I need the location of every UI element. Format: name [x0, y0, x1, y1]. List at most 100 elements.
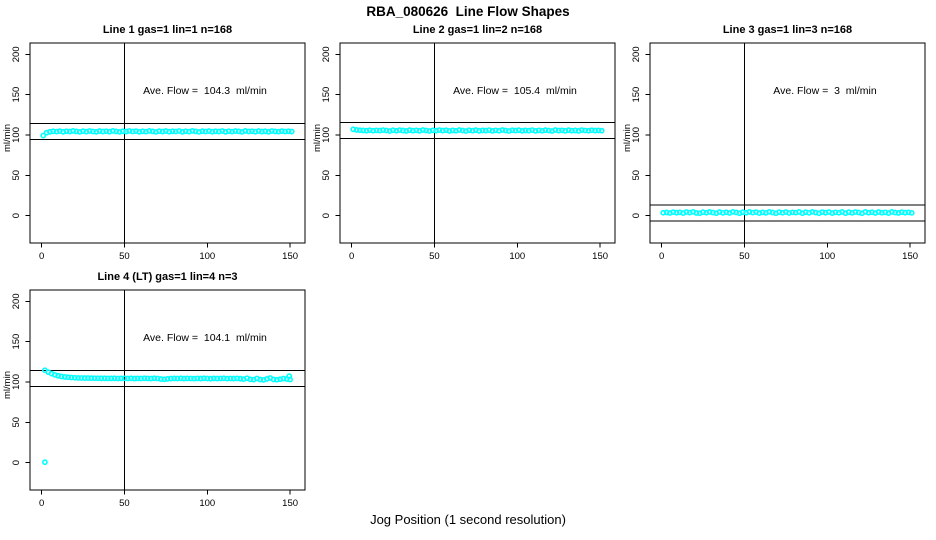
y-tick-label: 150 — [321, 87, 332, 103]
data-point — [396, 127, 403, 133]
data-point — [502, 127, 509, 134]
data-point — [217, 375, 224, 382]
data-point — [172, 128, 179, 135]
data-point — [121, 375, 128, 382]
data-point — [459, 127, 466, 134]
data-point — [278, 128, 285, 135]
data-point — [40, 132, 47, 139]
x-tick-label: 150 — [282, 251, 298, 262]
data-point — [151, 375, 158, 382]
data-point — [700, 209, 706, 216]
y-tick-label: 150 — [631, 87, 642, 103]
data-point — [376, 127, 383, 134]
data-point — [61, 374, 68, 380]
data-point — [210, 375, 217, 382]
data-point — [149, 128, 156, 135]
data-point — [595, 127, 602, 134]
data-point — [103, 128, 110, 135]
data-point — [492, 127, 499, 134]
data-point — [522, 127, 529, 134]
data-point — [383, 127, 390, 134]
data-point — [194, 375, 201, 382]
data-point — [512, 127, 519, 134]
data-point — [230, 375, 237, 382]
data-point — [58, 373, 65, 380]
data-point — [148, 375, 154, 382]
data-point — [42, 459, 48, 466]
data-point — [532, 128, 539, 134]
data-point — [272, 128, 279, 135]
data-point — [214, 375, 221, 382]
data-point — [479, 127, 486, 134]
data-point — [164, 375, 171, 382]
data-point — [569, 127, 575, 134]
data-point — [207, 375, 214, 382]
y-tick-label: 200 — [631, 46, 642, 62]
data-point — [128, 375, 134, 382]
data-point — [68, 374, 75, 381]
data-point — [146, 128, 153, 134]
data-point — [50, 128, 57, 135]
y-tick-label: 0 — [11, 460, 22, 465]
data-point — [201, 375, 207, 382]
data-point — [174, 375, 181, 382]
data-point — [182, 128, 189, 135]
data-point — [70, 128, 76, 134]
data-point — [406, 127, 413, 134]
data-point — [134, 375, 141, 382]
data-point — [215, 128, 222, 135]
data-point — [832, 209, 839, 216]
x-tick-label: 0 — [39, 251, 44, 262]
data-point — [222, 128, 229, 135]
data-point — [373, 127, 380, 134]
data-point — [98, 375, 105, 382]
data-point — [199, 128, 206, 135]
data-point — [489, 128, 496, 134]
data-point — [95, 375, 101, 382]
y-tick-label: 150 — [11, 87, 22, 103]
subplot-1-y-axis-label: ml/min — [2, 124, 13, 152]
data-point — [111, 375, 118, 382]
data-point — [245, 128, 252, 135]
data-point — [85, 375, 91, 381]
subplot-3-ave-flow-annotation: Ave. Flow = 3 ml/min — [773, 85, 877, 97]
data-point — [572, 127, 579, 134]
data-point — [282, 128, 289, 135]
data-point — [255, 128, 262, 134]
data-point — [419, 127, 426, 133]
data-point — [141, 375, 148, 382]
data-point — [171, 375, 178, 382]
x-tick-label: 50 — [739, 251, 750, 262]
data-point — [204, 375, 211, 382]
data-point — [288, 128, 295, 135]
data-point — [90, 128, 96, 135]
data-point — [156, 128, 163, 135]
data-point — [482, 127, 489, 134]
data-point — [588, 127, 595, 134]
subplot-1: 0 50 100 150 0 50 100 150 200 — [11, 42, 306, 262]
data-point — [157, 376, 164, 382]
data-point — [275, 128, 282, 135]
data-point — [439, 127, 446, 134]
y-tick-label: 200 — [11, 46, 22, 62]
data-point — [519, 127, 526, 134]
subplot-2: 0 50 100 150 0 50 100 150 200 — [321, 42, 616, 262]
data-point — [101, 375, 108, 382]
data-point — [268, 128, 275, 134]
data-point — [285, 128, 292, 135]
subplot-4-ave-flow-annotation: Ave. Flow = 104.1 ml/min — [143, 332, 267, 344]
data-point — [60, 128, 67, 135]
x-tick-label: 50 — [119, 251, 130, 262]
data-point — [224, 375, 231, 382]
data-point — [96, 128, 103, 134]
data-point — [545, 127, 552, 134]
data-point — [177, 375, 184, 382]
data-point — [192, 128, 199, 135]
y-tick-label: 50 — [11, 170, 22, 181]
main-title: RBA_080626 Line Flow Shapes — [366, 4, 570, 19]
data-point — [683, 209, 690, 215]
data-point — [719, 209, 726, 216]
y-tick-label: 100 — [631, 127, 642, 143]
y-tick-label: 200 — [11, 293, 22, 309]
